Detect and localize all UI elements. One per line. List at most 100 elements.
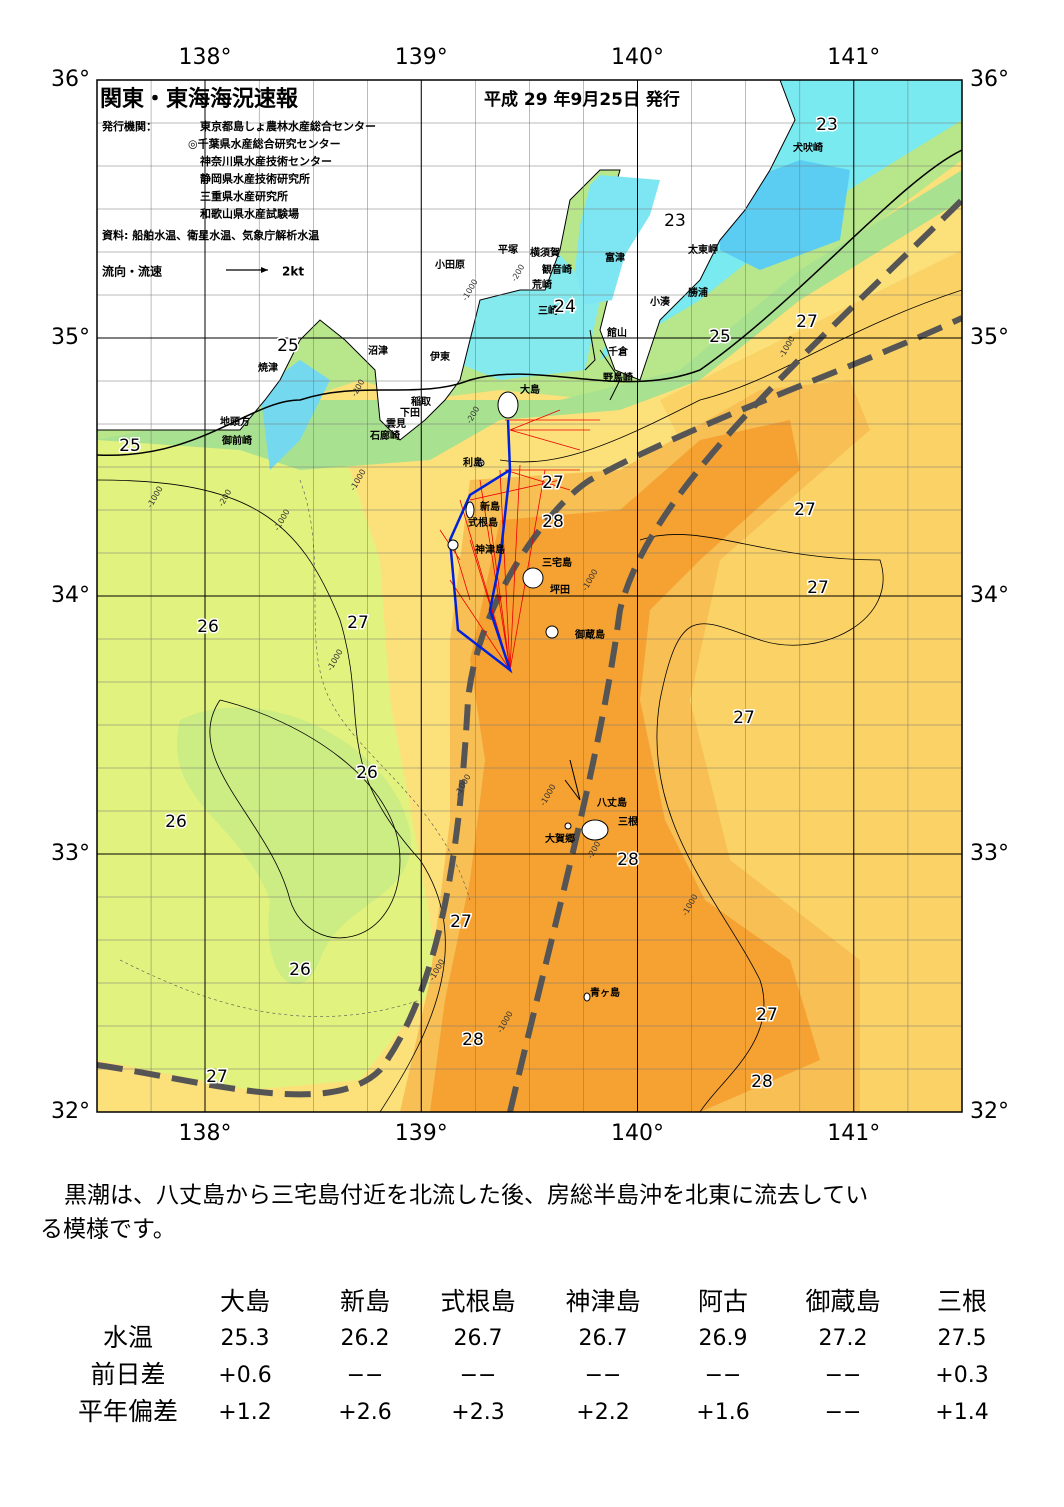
isotherm-label: 27 xyxy=(733,708,755,728)
isotherm-label: 24 xyxy=(554,297,576,317)
publisher: 和歌山県水産試験場 xyxy=(200,207,299,221)
map-labels: 138° 138° 139° 139° 140° 140° 141° 141° 36° 36° 35… xyxy=(51,45,1009,1146)
place-label: 八丈島 xyxy=(596,796,627,809)
source: 資料: 船舶水温、衛星水温、気象庁解析水温 xyxy=(102,228,319,242)
lat-label: 34° xyxy=(970,583,1009,608)
table-cell: 27.2 xyxy=(819,1326,868,1351)
publisher-label: 発行機関： xyxy=(101,119,157,133)
table-cell: +1.2 xyxy=(218,1400,271,1425)
lat-label: 33° xyxy=(970,841,1009,866)
table-header: 神津島 xyxy=(565,1287,640,1316)
table-cell: 25.3 xyxy=(221,1326,270,1351)
isotherm-label: 28 xyxy=(462,1030,484,1050)
place-label: 犬吠崎 xyxy=(793,141,823,154)
publisher: ◎千葉県水産総合研究センター xyxy=(188,137,341,151)
kuroshio-axis xyxy=(97,197,962,1112)
flow-tracks xyxy=(439,329,621,801)
table-cell: −− xyxy=(705,1363,742,1388)
lat-label: 36° xyxy=(51,67,90,92)
lon-label: 141° xyxy=(827,1121,880,1146)
place-label: 利島 xyxy=(463,456,483,469)
publisher: 三重県水産研究所 xyxy=(200,189,288,203)
row-label: 水温 xyxy=(103,1323,153,1352)
place-label: 青ヶ島 xyxy=(590,986,620,999)
table-header: 御蔵島 xyxy=(805,1287,880,1316)
lat-label: 34° xyxy=(51,583,90,608)
title: 関東・東海海況速報 xyxy=(100,86,299,112)
isotherm-label: 27 xyxy=(807,578,829,598)
place-label: 伊東 xyxy=(429,350,450,363)
place-label: 小湊 xyxy=(649,295,671,308)
isotherm-label: 23 xyxy=(664,211,686,231)
place-label: 大島 xyxy=(520,383,540,396)
table-header: 三根 xyxy=(937,1287,987,1316)
isotherm-label: 26 xyxy=(289,960,311,980)
isotherm-label: 26 xyxy=(165,812,187,832)
summary-line: 黒潮は、八丈島から三宅島付近を北流した後、房総半島沖を北東に流去してい xyxy=(64,1183,868,1209)
isotherm-label: 27 xyxy=(796,312,818,332)
isotherm-label: 26 xyxy=(356,763,378,783)
table-cell: +1.4 xyxy=(935,1400,988,1425)
place-label: 三崎 xyxy=(538,304,558,317)
isotherm-label: 23 xyxy=(816,115,838,135)
place-label: 神津島 xyxy=(475,543,505,556)
table-header: 式根島 xyxy=(440,1287,515,1316)
place-label: 式根島 xyxy=(468,516,498,529)
table-cell: 26.2 xyxy=(341,1326,390,1351)
table-cell: +0.6 xyxy=(218,1363,271,1388)
lat-label: 33° xyxy=(51,841,90,866)
place-label: 富津 xyxy=(605,251,625,264)
isotherm-label: 27 xyxy=(206,1067,228,1087)
table-cell: 26.7 xyxy=(454,1326,503,1351)
place-label: 焼津 xyxy=(258,361,278,374)
place-label: 三宅島 xyxy=(542,556,572,569)
table-header: 阿古 xyxy=(698,1287,748,1316)
row-label: 前日差 xyxy=(90,1360,165,1389)
table-cell: 26.7 xyxy=(579,1326,628,1351)
place-label: 勝浦 xyxy=(688,286,708,299)
flow-scale-arrowhead xyxy=(261,267,268,273)
table-cell: 26.9 xyxy=(699,1326,748,1351)
place-label: 横須賀 xyxy=(530,246,560,259)
place-label: 大賀郷 xyxy=(545,832,575,845)
isotherm-label: 27 xyxy=(756,1005,778,1025)
table-cell: −− xyxy=(825,1363,862,1388)
place-label: 雲見 xyxy=(386,418,406,430)
place-label: 御前崎 xyxy=(221,434,252,447)
isotherm-label: 28 xyxy=(751,1072,773,1092)
table-cell: −− xyxy=(460,1363,497,1388)
isotherm-label: 27 xyxy=(450,912,472,932)
place-label: 稲取 xyxy=(411,395,432,408)
lon-label: 140° xyxy=(611,45,664,70)
place-label: 千倉 xyxy=(608,345,629,358)
place-label: 下田 xyxy=(400,407,420,419)
place-label: 平塚 xyxy=(498,243,518,256)
flow-scale: 2kt xyxy=(282,265,304,279)
isotherm-label: 27 xyxy=(347,613,369,633)
place-label: 野島崎 xyxy=(603,371,633,384)
table-cell: −− xyxy=(825,1400,862,1425)
table-cell: +0.3 xyxy=(935,1363,988,1388)
isotherm-label: 25 xyxy=(709,327,731,347)
isotherm-label: 25 xyxy=(119,436,141,456)
table-header: 大島 xyxy=(220,1287,270,1316)
place-label: 石廊崎 xyxy=(369,429,400,442)
isotherm-label: 26 xyxy=(197,617,219,637)
lon-label: 139° xyxy=(395,45,448,70)
lat-label: 36° xyxy=(970,67,1009,92)
table-cell: +2.3 xyxy=(451,1400,504,1425)
publisher: 神奈川県水産技術センター xyxy=(200,154,332,168)
publisher: 静岡県水産技術研究所 xyxy=(200,172,310,186)
contours xyxy=(97,149,962,1112)
place-label: 観音崎 xyxy=(542,263,572,276)
table-header: 新島 xyxy=(340,1287,390,1316)
table-cell: +2.6 xyxy=(338,1400,391,1425)
lon-label: 141° xyxy=(827,45,880,70)
lat-label: 32° xyxy=(970,1099,1009,1124)
lat-label: 35° xyxy=(51,325,90,350)
isotherm-label: 27 xyxy=(794,500,816,520)
place-label: 小田原 xyxy=(434,258,465,271)
lat-label: 35° xyxy=(970,325,1009,350)
lon-label: 140° xyxy=(611,1121,664,1146)
